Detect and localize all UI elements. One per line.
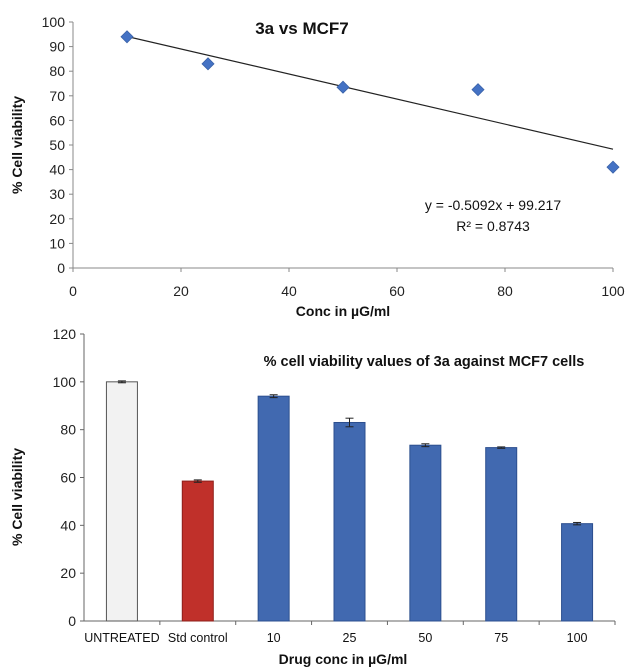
scatter-y-tick-label: 70 <box>49 88 65 104</box>
scatter-x-tick-label: 80 <box>497 283 513 299</box>
bar-y-tick-label: 20 <box>60 565 76 581</box>
bar <box>485 447 518 622</box>
scatter-point <box>336 80 350 94</box>
bar <box>181 480 214 622</box>
bar <box>409 444 442 622</box>
scatter-title: 3a vs MCF7 <box>255 19 349 38</box>
bar-category-label: 100 <box>567 631 588 645</box>
scatter-point <box>201 57 215 71</box>
scatter-x-tick-label: 100 <box>601 283 625 299</box>
scatter-y-tick-label: 100 <box>42 14 66 30</box>
bar <box>105 381 138 622</box>
bar-y-tick-label: 60 <box>60 470 76 486</box>
bar-y-axis-title: % Cell viability <box>9 448 25 546</box>
bar-title: % cell viability values of 3a against MC… <box>264 354 585 370</box>
scatter-y-tick-label: 50 <box>49 137 65 153</box>
trendline-r-squared: R² = 0.8743 <box>456 218 530 234</box>
scatter-y-tick-label: 60 <box>49 112 65 128</box>
bar-y-tick-label: 120 <box>53 326 77 342</box>
scatter-y-axis-title: % Cell viability <box>9 96 25 194</box>
bar-x-axis-title: Drug conc in µG/ml <box>279 651 408 667</box>
bar-chart: % cell viability values of 3a against MC… <box>9 326 616 667</box>
bar-category-label: 50 <box>418 631 432 645</box>
bar <box>333 421 366 622</box>
scatter-chart: 3a vs MCF7 % Cell viability Conc in µG/m… <box>9 14 625 319</box>
trendline <box>126 35 614 150</box>
scatter-point <box>606 160 620 174</box>
bar-y-tick-label: 80 <box>60 422 76 438</box>
scatter-x-tick-label: 40 <box>281 283 297 299</box>
bar-y-tick-label: 0 <box>68 613 76 629</box>
bar-y-tick-label: 100 <box>53 374 77 390</box>
bar-category-label: UNTREATED <box>84 631 159 645</box>
bar-category-label: 75 <box>494 631 508 645</box>
bar-category-label: Std control <box>168 631 228 645</box>
bar-y-tick-label: 40 <box>60 517 76 533</box>
bar-category-label: 25 <box>343 631 357 645</box>
scatter-y-tick-label: 30 <box>49 186 65 202</box>
scatter-y-tick-label: 90 <box>49 39 65 55</box>
scatter-y-tick-label: 10 <box>49 235 65 251</box>
scatter-x-tick-label: 60 <box>389 283 405 299</box>
scatter-x-tick-label: 0 <box>69 283 77 299</box>
scatter-y-tick-label: 20 <box>49 211 65 227</box>
scatter-y-tick-label: 40 <box>49 162 65 178</box>
bar <box>561 523 594 622</box>
scatter-point <box>120 30 134 44</box>
scatter-point <box>471 83 485 97</box>
trendline-equation: y = -0.5092x + 99.217 <box>425 197 561 213</box>
scatter-y-tick-label: 0 <box>57 260 65 276</box>
bar-category-label: 10 <box>267 631 281 645</box>
scatter-x-tick-label: 20 <box>173 283 189 299</box>
scatter-x-axis-title: Conc in µG/ml <box>296 303 390 319</box>
bar <box>257 395 290 622</box>
scatter-y-tick-label: 80 <box>49 63 65 79</box>
